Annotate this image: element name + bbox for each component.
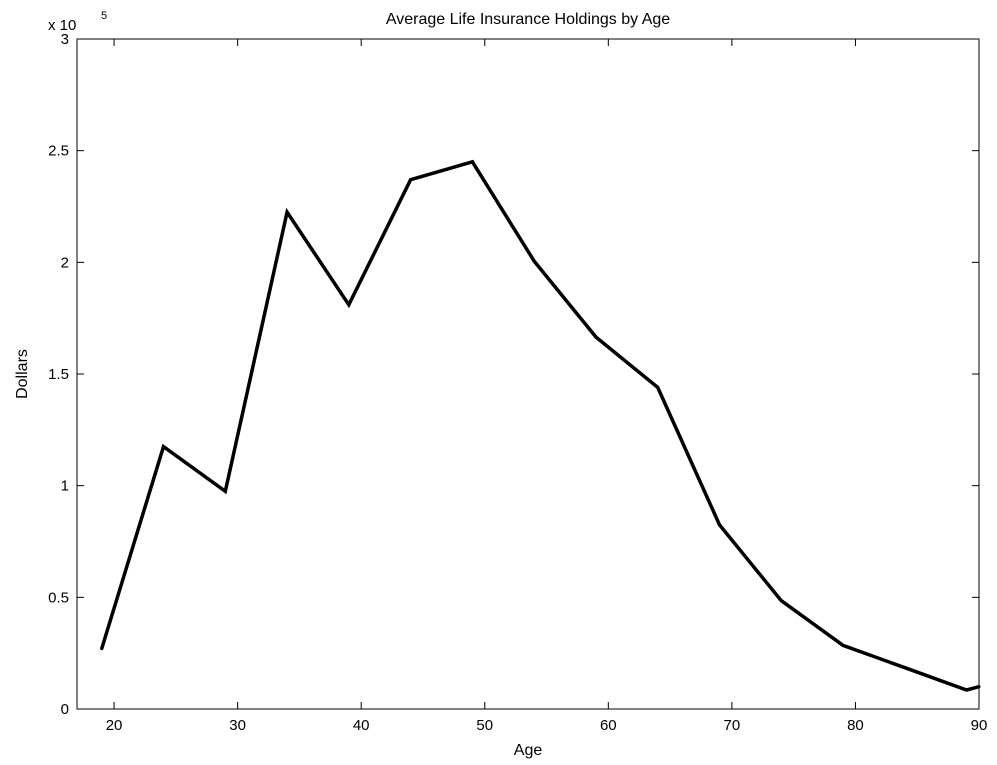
data-point [965,688,969,692]
y-tick-label: 2 [61,254,69,271]
data-point [718,523,722,527]
y-tick-label: 0 [61,701,69,718]
data-point [347,303,351,307]
plot-frame [76,38,980,710]
data-point [285,210,289,214]
data-point [594,335,598,339]
data-point [409,178,413,182]
x-tick-label: 30 [229,717,246,734]
x-tick-label: 80 [847,717,864,734]
y-exponent-prefix: x 10 [48,17,76,34]
x-tick-label: 20 [106,717,123,734]
x-tick-label: 50 [476,717,493,734]
data-point [903,666,907,670]
y-tick-label: 3 [61,31,69,48]
x-tick-label: 60 [600,717,617,734]
data-point [532,259,536,263]
data-point [977,685,981,689]
data-point [779,599,783,603]
data-points [100,160,981,692]
y-tick-label: 1.5 [48,366,69,383]
tick-labels: 20 30 40 50 60 70 80 90 0 0.5 1 1.5 2 2.5 3 [48,31,987,734]
y-exponent-power: 5 [101,10,107,22]
chart-title: Average Life Insurance Holdings by Age [386,11,670,28]
data-point [656,385,660,389]
y-tick-label: 1 [61,478,69,495]
y-tick-label: 2.5 [48,143,69,160]
x-tick-label: 40 [353,717,370,734]
x-axis-label: Age [514,742,543,759]
data-point [223,489,227,493]
series-line [100,159,980,692]
data-point [100,647,104,651]
data-point [470,160,474,164]
data-point [841,643,845,647]
y-exponent-label: x 10 5 [48,10,107,34]
x-tick-label: 70 [724,717,741,734]
y-axis-label: Dollars [14,349,31,399]
x-tick-label: 90 [971,717,988,734]
axis-ticks [77,38,980,710]
y-tick-label: 0.5 [48,589,69,606]
data-point [161,445,165,449]
